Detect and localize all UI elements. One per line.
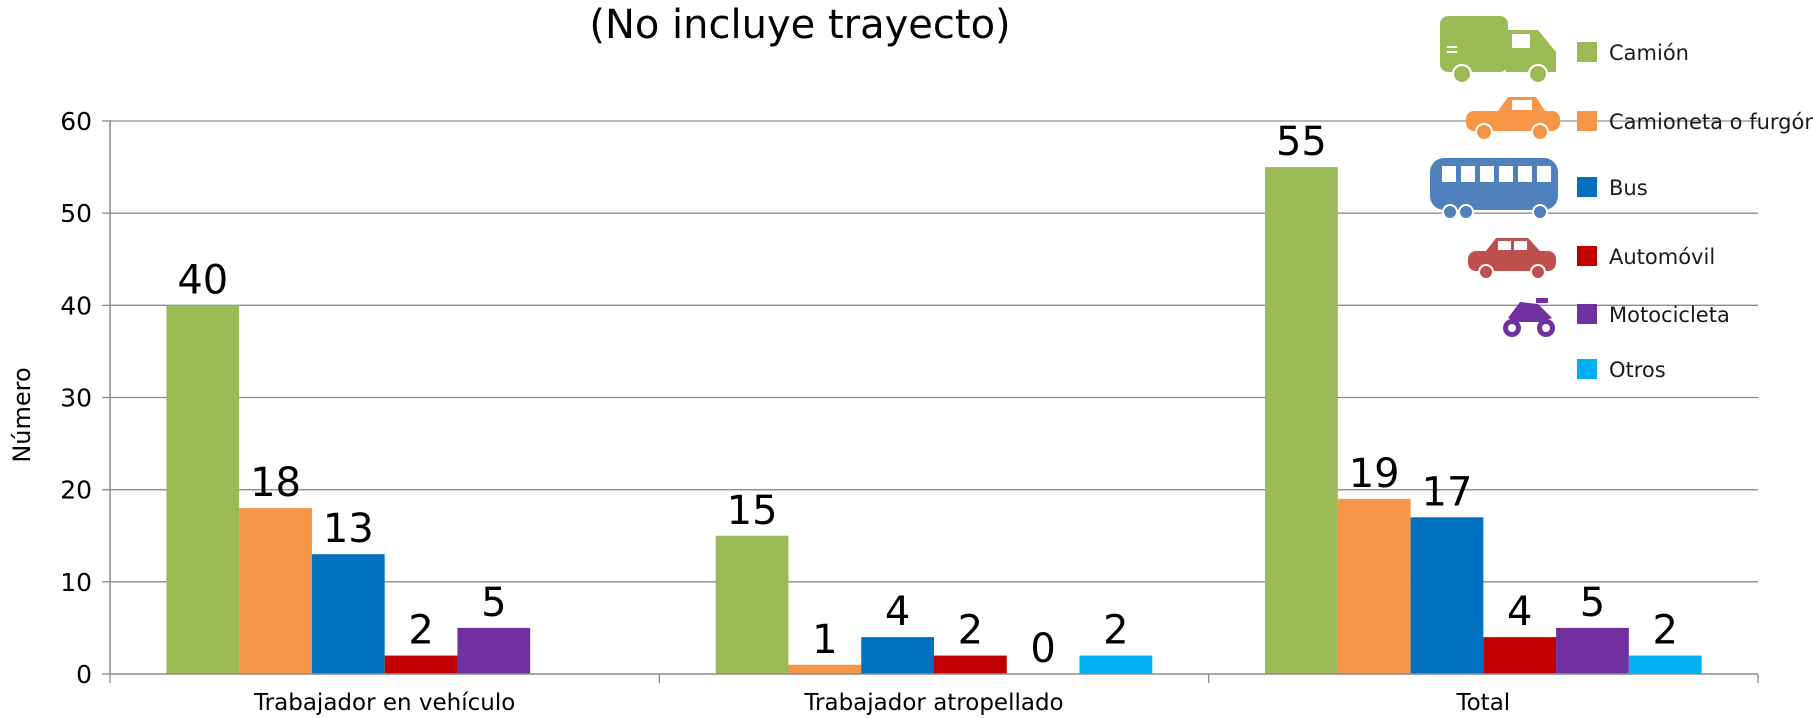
data-label: 1 [812, 617, 837, 663]
data-label: 55 [1276, 119, 1327, 165]
y-axis-label: Número [8, 367, 36, 462]
bar [1410, 517, 1484, 674]
bar [861, 637, 934, 674]
legend-label: Bus [1609, 176, 1648, 200]
data-label: 13 [323, 506, 374, 552]
legend-swatch [1577, 246, 1597, 266]
y-tick-label: 50 [60, 199, 92, 228]
y-tick-label: 20 [60, 476, 92, 505]
axes [109, 121, 1759, 683]
bar [457, 627, 531, 674]
bar [1628, 655, 1702, 674]
legend-swatch [1577, 177, 1597, 197]
bar [715, 535, 789, 674]
data-label: 2 [958, 608, 983, 654]
y-tick-label: 30 [60, 384, 92, 413]
legend-label: Camión [1609, 41, 1689, 65]
data-label: 0 [1030, 626, 1055, 672]
truck-icon [1440, 16, 1556, 84]
legend: Camión Camioneta o furgón Bus Automóvil Moto… [1430, 16, 1813, 382]
y-tick-label: 40 [60, 291, 92, 320]
legend-swatch [1577, 359, 1597, 379]
bar [384, 655, 458, 674]
data-label: 17 [1422, 469, 1473, 515]
bar [934, 655, 1007, 674]
data-label: 4 [1507, 589, 1532, 635]
legend-swatch [1577, 304, 1597, 324]
legend-label: Camioneta o furgón [1609, 110, 1813, 134]
data-label: 2 [1103, 608, 1128, 654]
bar [1337, 498, 1411, 674]
category-label: Total [1455, 690, 1510, 716]
y-axis-ticks: 0 10 20 30 40 50 60 [60, 107, 110, 689]
y-tick-label: 10 [60, 568, 92, 597]
legend-label: Automóvil [1609, 245, 1715, 269]
data-label: 2 [408, 608, 433, 654]
category-label: Trabajador atropellado [803, 690, 1063, 716]
bus-icon [1430, 158, 1558, 220]
bar [1483, 637, 1557, 674]
legend-label: Motocicleta [1609, 303, 1730, 327]
data-labels: 40 15 55 18 1 19 13 4 17 2 2 4 5 0 5 2 2 [177, 119, 1678, 672]
data-label: 15 [727, 488, 778, 534]
bar [788, 664, 862, 674]
data-label: 18 [250, 460, 301, 506]
bar [166, 305, 240, 674]
bar [1556, 627, 1629, 674]
bar [1265, 167, 1338, 675]
category-label: Trabajador en vehículo [253, 690, 515, 716]
data-label: 5 [1580, 580, 1605, 626]
data-label: 19 [1349, 451, 1400, 497]
legend-label: Otros [1609, 358, 1666, 382]
chart-title: (No incluye trayecto) [589, 2, 1010, 48]
data-label: 2 [1653, 608, 1678, 654]
bar [311, 554, 385, 674]
legend-swatch [1577, 111, 1597, 131]
car-icon [1468, 238, 1556, 280]
category-labels: Trabajador en vehículo Trabajador atropel… [253, 690, 1510, 716]
bar [1079, 655, 1153, 674]
y-tick-label: 0 [76, 660, 92, 689]
data-label: 5 [481, 580, 506, 626]
bars [166, 167, 1702, 675]
y-tick-label: 60 [60, 107, 92, 136]
data-label: 4 [885, 589, 910, 635]
motorcycle-icon [1503, 298, 1555, 337]
data-label: 40 [177, 257, 228, 303]
pickup-truck-icon [1466, 97, 1560, 141]
legend-swatch [1577, 42, 1597, 62]
bar [239, 508, 312, 674]
